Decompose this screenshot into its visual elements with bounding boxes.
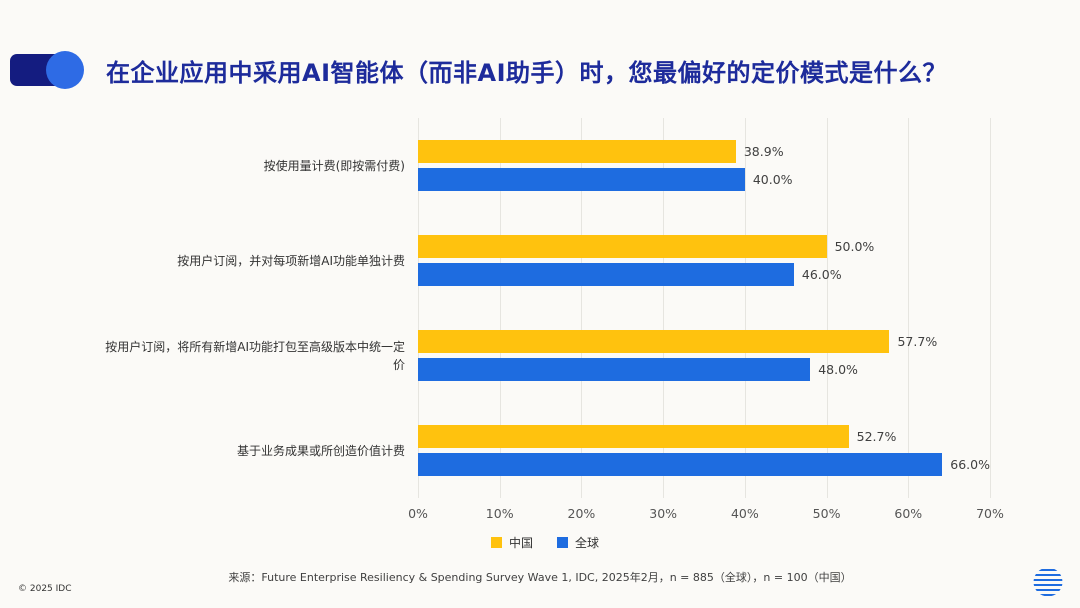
legend-swatch-china: [490, 537, 502, 548]
x-axis-tick: 10%: [485, 506, 514, 521]
legend-swatch-global: [557, 537, 568, 548]
gridline: [581, 118, 583, 498]
category-label: 按使用量计费(即按需付费): [263, 158, 405, 173]
category-label: 基于业务成果或所创造价值计费: [236, 443, 405, 458]
x-axis-tick: 50%: [812, 506, 841, 521]
category-labels-column: 按使用量计费(即按需付费) 按用户订阅，并对每项新增AI功能单独计费按用户订阅，将…: [100, 118, 418, 498]
bar-value-label: 52.7%: [856, 429, 897, 444]
bar-chart: 按使用量计费(即按需付费) 按用户订阅，并对每项新增AI功能单独计费按用户订阅，将…: [100, 118, 1004, 551]
x-axis: 0% 10% 20% 30% 40% 50% 60% 70%: [408, 498, 1004, 524]
bar-row-china: 38.9%: [418, 140, 990, 163]
gridline: [418, 118, 419, 498]
gridline: [744, 118, 746, 498]
gridline: [826, 118, 828, 498]
bar-row-global: 46.0%: [418, 263, 990, 286]
bar-china: [418, 330, 890, 353]
bar-china: [418, 140, 736, 163]
legend-label-china: 中国: [508, 536, 533, 550]
category-label: 按用户订阅，并对每项新增AI功能单独计费: [177, 253, 405, 268]
bar-value-label: 66.0%: [950, 457, 990, 472]
copyright-text: © 2025 IDC: [18, 584, 72, 594]
x-axis-tick: 60%: [894, 506, 923, 521]
x-axis-tick: 70%: [976, 506, 1004, 521]
gridline: [908, 118, 910, 498]
bar-china: [418, 425, 849, 448]
legend-item-china: 中国: [490, 534, 533, 551]
source-note: 来源：Future Enterprise Resiliency & Spendi…: [228, 571, 852, 584]
x-axis-tick: 0%: [408, 506, 428, 521]
bar-row-china: 57.7%: [418, 330, 990, 353]
bar-china: [418, 235, 827, 258]
bar-row-global: 48.0%: [418, 358, 990, 381]
bar-row-global: 40.0%: [418, 168, 990, 191]
bar-row-china: 52.7%: [418, 425, 990, 448]
bar-row-china: 50.0%: [418, 235, 990, 258]
idc-globe-logo: [1033, 568, 1063, 597]
bar-value-label: 48.0%: [818, 362, 858, 377]
x-axis-tick: 20%: [567, 506, 596, 521]
bar-global: [418, 263, 794, 286]
legend-item-global: 全球: [557, 534, 599, 551]
gridline: [499, 118, 501, 498]
category-label: 按用户订阅，将所有新增AI功能打包至高级版本中统一定价: [105, 339, 405, 372]
bar-value-label: 46.0%: [801, 267, 842, 282]
bar-value-label: 38.9%: [743, 144, 784, 159]
plot-area: 38.9% 40.0% 50.0% 46.0% 57.7% 48.0% 52.7% 66.0%: [418, 118, 991, 498]
bar-global: [418, 358, 811, 381]
bar-value-label: 40.0%: [752, 172, 793, 187]
legend-label-global: 全球: [575, 536, 600, 550]
legend: 中国 全球: [100, 534, 990, 551]
gridline: [990, 118, 991, 498]
bar-group: 52.7% 66.0%: [418, 403, 990, 498]
bar-group: 57.7% 48.0%: [418, 308, 990, 403]
chart-body: 按使用量计费(即按需付费) 按用户订阅，并对每项新增AI功能单独计费按用户订阅，将…: [100, 118, 991, 498]
x-axis-tick: 30%: [649, 506, 678, 521]
bar-group: 38.9% 40.0%: [418, 118, 990, 213]
decoration-circle: [46, 51, 84, 89]
gridline: [663, 118, 665, 498]
bar-row-global: 66.0%: [418, 453, 990, 476]
bar-value-label: 57.7%: [897, 334, 938, 349]
title-decoration: [10, 50, 88, 90]
header: 在企业应用中采用AI智能体（而非AI助手）时，您最偏好的定价模式是什么？: [10, 50, 947, 90]
page-title: 在企业应用中采用AI智能体（而非AI助手）时，您最偏好的定价模式是什么？: [106, 58, 948, 87]
bar-global: [418, 453, 943, 476]
bar-value-label: 50.0%: [834, 239, 875, 254]
bar-group: 50.0% 46.0%: [418, 213, 990, 308]
x-axis-tick: 40%: [730, 506, 759, 521]
bar-global: [418, 168, 745, 191]
